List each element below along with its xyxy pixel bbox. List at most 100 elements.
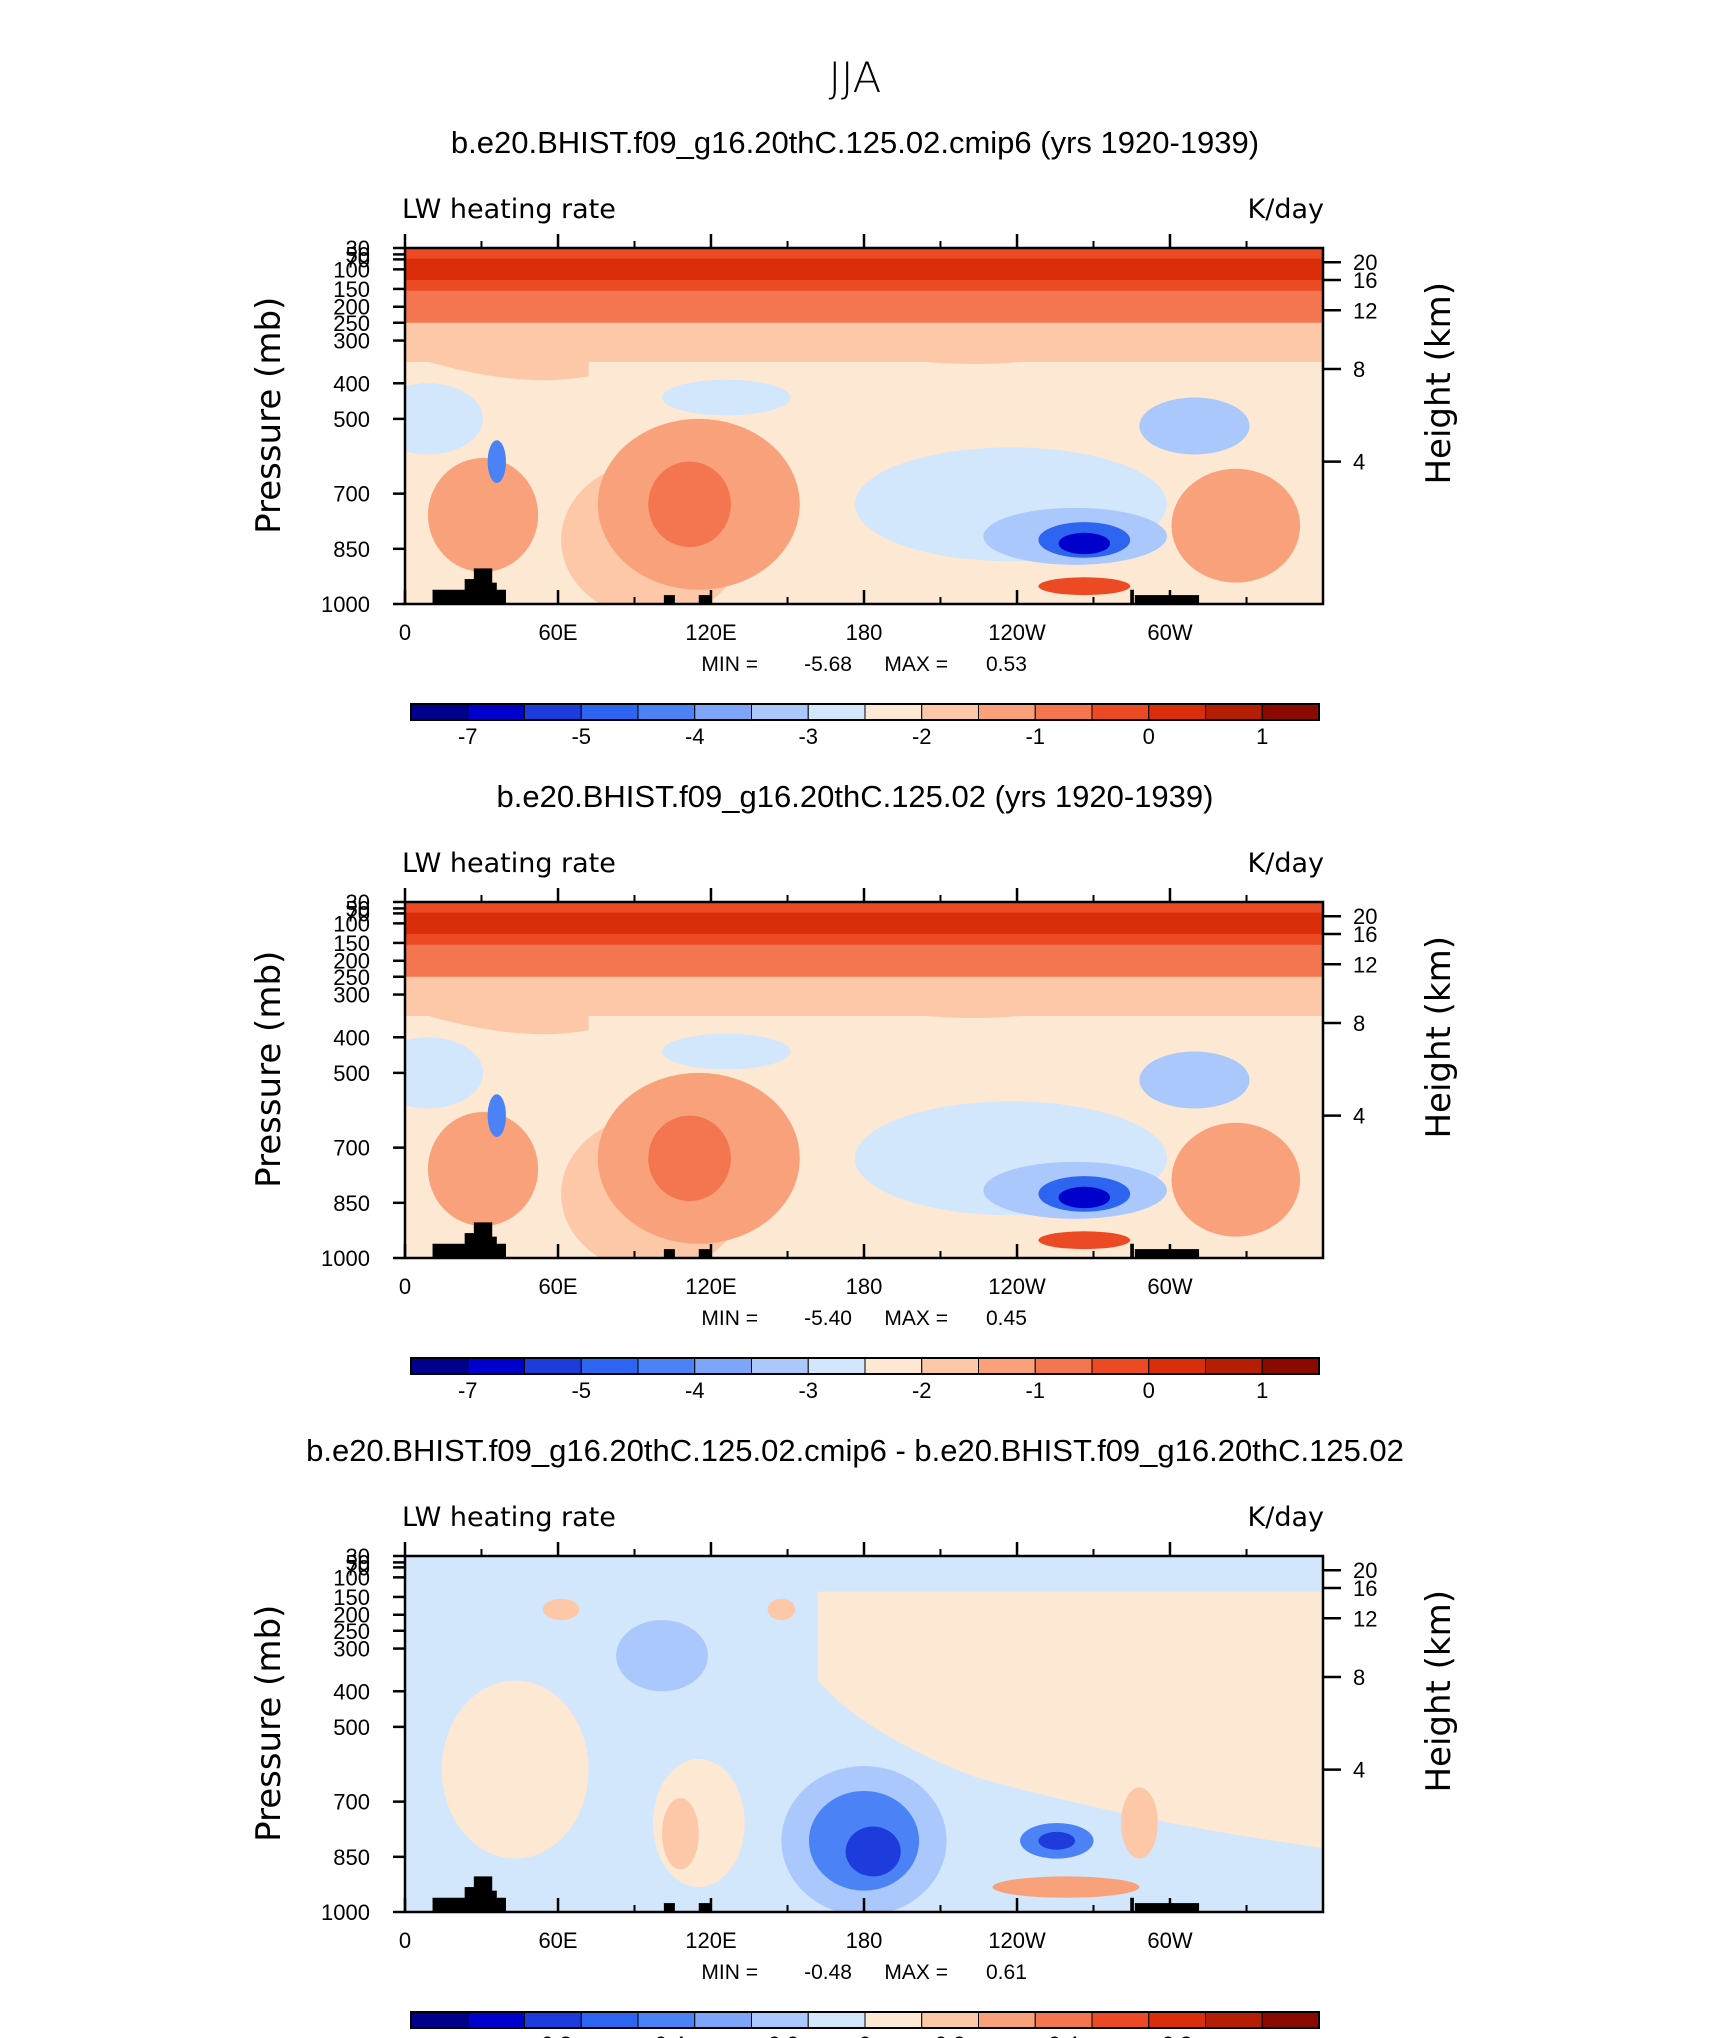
- terrain-block: [663, 1249, 675, 1258]
- positive-core-mid: [662, 1798, 699, 1870]
- cool-region-west: [405, 1037, 484, 1109]
- band-upper-mid: [405, 941, 1323, 977]
- max-value: 0.45: [986, 1307, 1027, 1330]
- colorbar-swatch: [637, 1357, 696, 1375]
- colorbar-swatch: [580, 2011, 639, 2029]
- y-tick-label: 850: [333, 537, 370, 562]
- units-label: K/day: [1248, 848, 1324, 879]
- negative-core: [845, 1826, 901, 1877]
- y-right-tick-label: 4: [1353, 1758, 1365, 1783]
- max-value: 0.61: [986, 1961, 1027, 1984]
- colorbar-label: -1: [1025, 1378, 1045, 1403]
- y-tick-label: 50: [346, 1550, 370, 1575]
- y-tick-label: 1000: [321, 592, 370, 617]
- y-tick-label: 250: [333, 1619, 370, 1644]
- terrain-block: [1130, 1243, 1134, 1258]
- y-right-tick-label: 12: [1353, 952, 1377, 977]
- variable-label: LW heating rate: [402, 194, 616, 225]
- colorbar-swatch: [864, 2011, 923, 2029]
- max-value: 0.53: [986, 653, 1027, 676]
- positive-region-west: [441, 1680, 589, 1859]
- x-tick-label: 180: [846, 1928, 883, 1953]
- min-label: MIN =: [701, 653, 758, 676]
- max-label: MAX =: [884, 653, 948, 676]
- colorbar-swatch: [921, 1357, 979, 1375]
- terrain-block: [483, 1236, 497, 1258]
- colorbar-swatch: [751, 703, 809, 721]
- colorbar-label: 1: [1256, 724, 1268, 749]
- colorbar-swatch: [864, 1357, 923, 1375]
- colorbar-swatch: [807, 703, 866, 721]
- colorbar-swatch: [694, 2011, 752, 2029]
- colorbar-label: 0.2: [935, 2032, 966, 2038]
- band-upper-mid: [405, 287, 1323, 323]
- min-label: MIN =: [701, 1961, 758, 1984]
- y-tick-label: 200: [333, 295, 370, 320]
- cool-region-andes: [1139, 397, 1250, 455]
- colorbar-swatch: [751, 2011, 809, 2029]
- colorbar-swatch: [1034, 2011, 1093, 2029]
- y-tick-label: 30: [346, 1544, 370, 1569]
- y-right-tick-label: 16: [1353, 268, 1377, 293]
- y-right-tick-label: 20: [1353, 904, 1377, 929]
- y-tick-label: 400: [333, 371, 370, 396]
- colorbar-swatch: [864, 703, 923, 721]
- colorbar-swatch: [524, 1357, 582, 1375]
- y-tick-label: 100: [333, 1565, 370, 1590]
- x-tick-label: 180: [846, 620, 883, 645]
- band-top-core: [405, 258, 1323, 281]
- terrain-block: [483, 582, 497, 604]
- y-axis-label: Pressure (mb): [249, 1605, 289, 1842]
- y-tick-label: 700: [333, 1136, 370, 1161]
- terrain-block: [1134, 1249, 1200, 1258]
- y-axis-label: Pressure (mb): [249, 951, 289, 1188]
- y-right-tick-label: 4: [1353, 1104, 1365, 1129]
- x-tick-label: 60E: [538, 1928, 577, 1953]
- colorbar-label: -0.4: [647, 2032, 685, 2038]
- cool-core-3: [1058, 1186, 1111, 1209]
- min-label: MIN =: [701, 1307, 758, 1330]
- y-tick-label: 200: [333, 949, 370, 974]
- y-tick-label: 500: [333, 1715, 370, 1740]
- y-right-tick-label: 8: [1353, 1011, 1365, 1036]
- y-tick-label: 700: [333, 482, 370, 507]
- upper-west-region: [405, 337, 589, 381]
- colorbar-swatch: [1205, 1357, 1263, 1375]
- x-tick-label: 0: [399, 1274, 411, 1299]
- colorbar-label: -7: [458, 724, 478, 749]
- contour-field: [405, 1556, 1323, 1912]
- colorbar-label: 0.8: [1162, 2032, 1193, 2038]
- y-tick-label: 50: [346, 896, 370, 921]
- warm-region-east: [1171, 1122, 1301, 1237]
- colorbar-label: 1: [1256, 1378, 1268, 1403]
- y-tick-label: 150: [333, 277, 370, 302]
- y-tick-label: 70: [346, 1555, 370, 1580]
- units-label: K/day: [1248, 194, 1324, 225]
- colorbar-label: -0.2: [761, 2032, 799, 2038]
- colorbar-label: -7: [458, 1378, 478, 1403]
- upper-west-region: [405, 991, 589, 1035]
- colorbar-label: -5: [571, 1378, 591, 1403]
- y-right-tick-label: 20: [1353, 1558, 1377, 1583]
- warm-region-west: [427, 1112, 539, 1226]
- contour-field: [405, 902, 1323, 1258]
- y-tick-label: 400: [333, 1025, 370, 1050]
- y-tick-label: 70: [346, 247, 370, 272]
- colorbar-swatch: [921, 703, 979, 721]
- surface-warm: [1038, 577, 1131, 596]
- colorbar-swatch: [410, 703, 469, 721]
- colorbar-swatch: [978, 1357, 1036, 1375]
- colorbar-swatch: [1261, 1357, 1320, 1375]
- y-tick-label: 100: [333, 257, 370, 282]
- x-tick-label: 60W: [1147, 1274, 1192, 1299]
- terrain-block: [698, 1249, 712, 1258]
- x-tick-label: 60E: [538, 1274, 577, 1299]
- colorbar-label: -5: [571, 724, 591, 749]
- min-value: -0.48: [804, 1961, 852, 1984]
- y-tick-label: 200: [333, 1603, 370, 1628]
- cool-region-andes: [1139, 1051, 1250, 1109]
- colorbar-swatch: [1205, 703, 1263, 721]
- y-axis-label: Pressure (mb): [249, 297, 289, 534]
- cool-spot-west: [487, 1094, 506, 1137]
